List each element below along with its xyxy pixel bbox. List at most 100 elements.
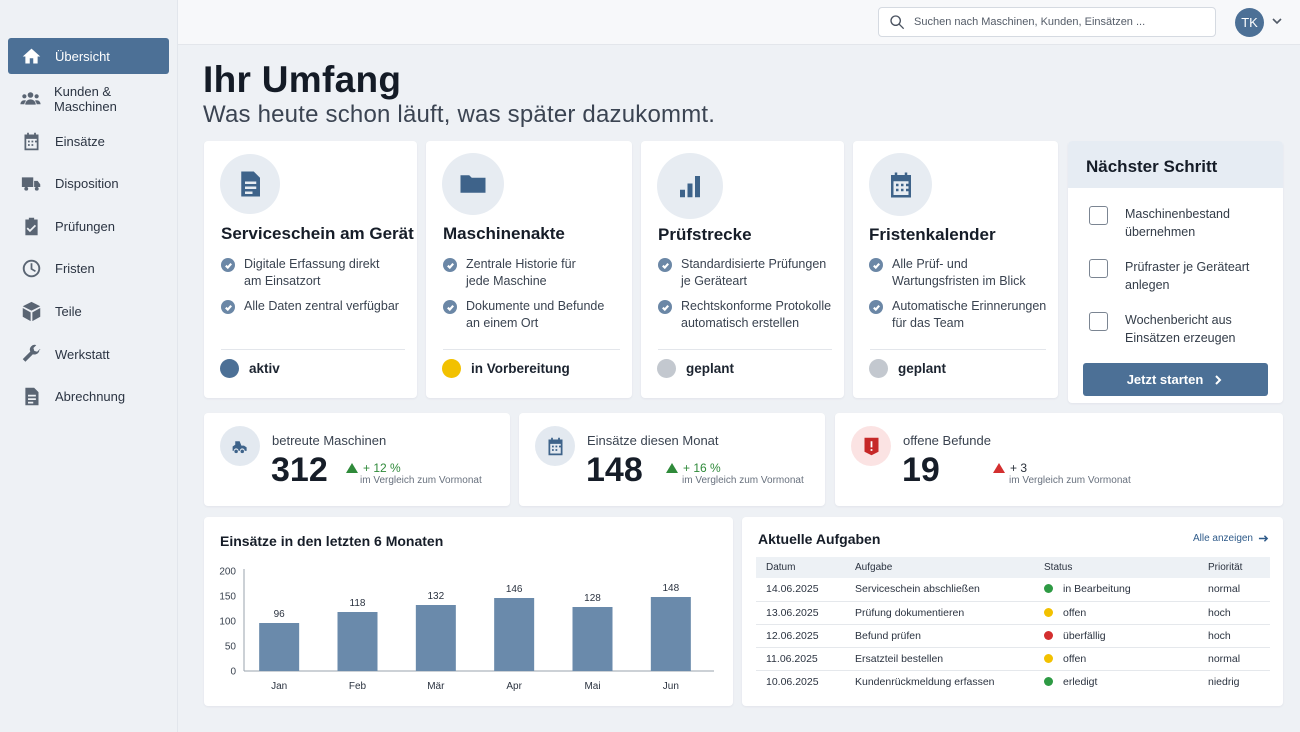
start-button-label: Jetzt starten xyxy=(1126,372,1204,387)
arrow-right-icon xyxy=(1258,535,1269,542)
column-header[interactable]: Datum xyxy=(756,557,845,578)
bar-chart: 0 50 100 150 200 96 Jan 118 Feb 132 Mär 146 Apr 128 Ma… xyxy=(219,567,714,692)
todo-label: Prüfraster je Geräteart anlegen xyxy=(1125,260,1250,292)
status-dot xyxy=(869,359,888,378)
feature-point: Alle Daten zentral verfügbar xyxy=(221,298,414,315)
todo-item[interactable]: Wochenbericht aus Einsätzen erzeugen xyxy=(1089,311,1240,347)
status-badge: in Vorbereitung xyxy=(442,359,570,378)
task-priority: normal xyxy=(1198,578,1270,602)
kpi-trend: + 12 % xyxy=(346,461,401,475)
tasks-card: Aktuelle Aufgaben Alle anzeigen Datum Au… xyxy=(742,517,1283,706)
kpi-trend-value: + 3 xyxy=(1010,461,1028,475)
kpi-trend-value: + 12 % xyxy=(363,461,401,475)
avatar[interactable]: TK xyxy=(1235,8,1264,37)
feature-title: Maschinenakte xyxy=(443,224,565,243)
task-status: offen xyxy=(1034,647,1198,671)
table-row[interactable]: 12.06.2025 Befund prüfen überfällig hoch xyxy=(756,624,1270,648)
calendar-icon xyxy=(869,153,932,216)
table-row[interactable]: 14.06.2025 Serviceschein abschließen in Be… xyxy=(756,578,1270,602)
kpi-trend: + 3 xyxy=(993,461,1027,475)
chevron-down-icon[interactable] xyxy=(1270,14,1284,28)
sidebar-item-kunden-maschinen[interactable]: Kunden & Maschinen xyxy=(8,81,169,117)
tasks-table: Datum Aufgabe Status Priorität 14.06.202… xyxy=(756,557,1270,693)
status-dot xyxy=(1044,676,1053,686)
sidebar-item-werkstatt[interactable]: Werkstatt xyxy=(8,336,169,372)
check-circle-icon xyxy=(443,258,457,272)
feature-title: Fristenkalender xyxy=(869,225,996,244)
todo-label: Wochenbericht aus Einsätzen erzeugen xyxy=(1125,313,1236,345)
document-icon xyxy=(220,154,280,214)
check-circle-icon xyxy=(221,258,235,272)
sidebar-item-disposition[interactable]: Disposition xyxy=(8,166,169,202)
page-title: Ihr Umfang xyxy=(203,59,402,100)
checkbox[interactable] xyxy=(1089,206,1108,225)
feature-point-text: Zentrale Historie für jede Maschine xyxy=(466,257,576,288)
search-box[interactable] xyxy=(878,7,1216,37)
x-tick-label: Mai xyxy=(584,681,600,692)
sidebar-item-label: Teile xyxy=(55,304,82,320)
table-row[interactable]: 13.06.2025 Prüfung dokumentieren offen hoch xyxy=(756,601,1270,625)
sidebar-item-abrechnung[interactable]: Abrechnung xyxy=(8,379,169,415)
x-tick-label: Jun xyxy=(663,681,679,692)
next-step-card: Nächster Schritt Maschinenbestand überne… xyxy=(1068,141,1283,403)
truck-icon xyxy=(20,173,42,195)
kpi-comparison: im Vergleich zum Vormonat xyxy=(1009,475,1131,486)
chart-card: Einsätze in den letzten 6 Monaten 0 50 100… xyxy=(204,517,733,706)
column-header[interactable]: Status xyxy=(1034,557,1198,578)
sidebar-item-label: Einsätze xyxy=(55,133,105,149)
kpi-comparison: im Vergleich zum Vormonat xyxy=(682,475,804,486)
sidebar-item-label: Übersicht xyxy=(55,48,110,64)
folder-icon xyxy=(442,153,504,215)
calendar-icon xyxy=(20,130,42,152)
search-input[interactable] xyxy=(914,16,1214,28)
sidebar-item-label: Kunden & Maschinen xyxy=(54,83,117,114)
status-text: aktiv xyxy=(249,361,280,376)
todo-item[interactable]: Maschinenbestand übernehmen xyxy=(1089,205,1240,241)
feature-point: Digitale Erfassung direkt am Einsatzort xyxy=(221,256,414,290)
bar xyxy=(572,607,613,671)
table-row[interactable]: 10.06.2025 Kundenrückmeldung erfassen erle… xyxy=(756,670,1270,693)
checkbox[interactable] xyxy=(1089,312,1108,331)
sidebar-item-teile[interactable]: Teile xyxy=(8,294,169,330)
sidebar-item-pruefungen[interactable]: Prüfungen xyxy=(8,208,169,244)
column-header[interactable]: Aufgabe xyxy=(845,557,1034,578)
feature-point-text: Rechtskonforme Protokolle automatisch er… xyxy=(681,299,832,330)
divider xyxy=(443,349,620,350)
column-header[interactable]: Priorität xyxy=(1198,557,1270,578)
bar-chart-icon xyxy=(657,153,723,219)
task-status: offen xyxy=(1034,601,1198,625)
task-name: Ersatzteil bestellen xyxy=(845,647,1034,671)
bar-value-label: 132 xyxy=(427,591,444,602)
feature-point: Dokumente und Befunde an einem Ort xyxy=(443,298,616,332)
task-priority: niedrig xyxy=(1208,675,1240,688)
bar-value-label: 146 xyxy=(506,584,523,595)
checkbox[interactable] xyxy=(1089,259,1108,278)
trend-up-icon xyxy=(346,463,358,473)
task-status-text: überfällig xyxy=(1063,629,1106,642)
feature-card-fristenkalender: Fristenkalender Alle Prüf- und Wartungsf… xyxy=(853,141,1058,398)
table-row[interactable]: 11.06.2025 Ersatzteil bestellen offen norma… xyxy=(756,647,1270,671)
task-priority: hoch xyxy=(1198,624,1270,648)
sidebar: Übersicht Kunden & Maschinen Einsätze Di… xyxy=(0,0,178,732)
feature-title: Serviceschein am Gerät xyxy=(221,224,414,243)
feature-point: Zentrale Historie für jede Maschine xyxy=(443,256,616,290)
status-text: geplant xyxy=(686,361,735,376)
todo-label: Maschinenbestand übernehmen xyxy=(1125,207,1230,239)
check-circle-icon xyxy=(658,300,672,314)
kpi-value: 312 xyxy=(271,451,328,489)
sidebar-item-einsaetze[interactable]: Einsätze xyxy=(8,123,169,159)
feature-point: Alle Prüf- und Wartungsfristen im Blick xyxy=(869,256,1057,290)
sidebar-item-fristen[interactable]: Fristen xyxy=(8,251,169,287)
kpi-label: offene Befunde xyxy=(903,433,991,448)
search-icon xyxy=(890,15,905,30)
show-all-link[interactable]: Alle anzeigen xyxy=(1193,533,1269,544)
feature-card-serviceschein: Serviceschein am Gerät Digitale Erfassun… xyxy=(204,141,417,398)
sidebar-item-uebersicht[interactable]: Übersicht xyxy=(8,38,169,74)
start-button[interactable]: Jetzt starten xyxy=(1083,363,1268,396)
todo-item[interactable]: Prüfraster je Geräteart anlegen xyxy=(1089,258,1250,294)
bar-value-label: 148 xyxy=(662,583,679,594)
next-step-title: Nächster Schritt xyxy=(1068,141,1283,188)
task-name: Kundenrückmeldung erfassen xyxy=(855,675,995,688)
task-name: Serviceschein abschließen xyxy=(845,578,1034,602)
feature-card-maschinenakte: Maschinenakte Zentrale Historie für jede… xyxy=(426,141,632,398)
